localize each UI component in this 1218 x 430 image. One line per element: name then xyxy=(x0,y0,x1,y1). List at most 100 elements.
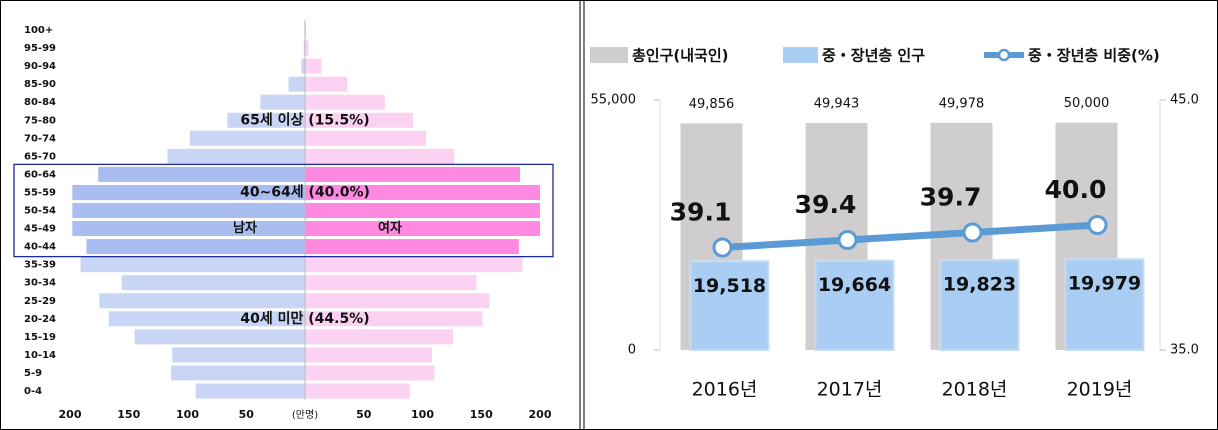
legend-swatch xyxy=(997,48,1011,62)
bar xyxy=(305,257,523,273)
bar xyxy=(305,94,385,110)
annotation: 65세 이상 (15.5%) xyxy=(240,111,369,128)
y-tick-label: 85-90 xyxy=(24,79,56,90)
x-tick-label: 2016년 xyxy=(692,379,758,401)
bar xyxy=(134,329,305,345)
bar xyxy=(305,184,540,200)
y-tick-label: 10-14 xyxy=(24,350,56,361)
x-tick-label: 2019년 xyxy=(1067,379,1133,401)
y2-tick-label: 35.0 xyxy=(1170,343,1199,358)
bar xyxy=(305,275,477,291)
legend-label: 중・장년층 비중(%) xyxy=(1028,47,1160,65)
legend-swatch xyxy=(783,47,818,63)
bar xyxy=(305,311,483,327)
y-tick-label: 100+ xyxy=(24,25,53,36)
annotation: 40~64세 (40.0%) xyxy=(240,184,370,200)
x-tick-label: 50 xyxy=(239,408,255,421)
y-tick-label: 50-54 xyxy=(24,206,56,217)
bar xyxy=(305,383,410,399)
bar xyxy=(305,40,309,56)
data-label: 50,000 xyxy=(1064,96,1110,111)
data-label: 19,979 xyxy=(1068,273,1141,295)
y-tick-label: 5-9 xyxy=(24,368,42,379)
bar xyxy=(305,329,454,345)
y-tick-label: 40-44 xyxy=(24,242,56,253)
data-label: 39.7 xyxy=(920,183,982,212)
x-tick-label: 200 xyxy=(529,408,552,421)
bar xyxy=(305,293,490,309)
x-tick-label: 100 xyxy=(411,408,434,421)
bar xyxy=(172,347,305,363)
line-point xyxy=(1087,215,1108,235)
bar xyxy=(305,203,540,218)
bar xyxy=(80,257,305,273)
data-label: 49,856 xyxy=(689,97,735,112)
bar xyxy=(72,221,305,237)
bar xyxy=(689,260,770,352)
y-tick-label: 95-99 xyxy=(24,43,56,54)
data-label: 49,978 xyxy=(939,96,985,111)
bar xyxy=(1064,258,1145,352)
y-tick-label: 60-64 xyxy=(24,169,56,180)
bar xyxy=(99,293,305,309)
y-tick-label: 15-19 xyxy=(24,332,56,343)
y-tick-label: 30-34 xyxy=(24,278,56,289)
line-point xyxy=(837,230,858,250)
highlight-box xyxy=(13,163,554,258)
bar xyxy=(305,221,540,237)
bar xyxy=(305,76,348,92)
bar xyxy=(171,365,305,381)
y-tick-label: 70-74 xyxy=(24,133,56,144)
y-tick-label: 55,000 xyxy=(591,93,637,108)
y-tick-label: 0 xyxy=(628,343,636,358)
legend-label: 총인구(내국인) xyxy=(632,47,729,65)
y-tick-label: 80-84 xyxy=(24,97,56,108)
bar xyxy=(86,239,305,255)
bar xyxy=(305,365,435,381)
bar xyxy=(305,148,455,164)
bar xyxy=(305,347,432,363)
y2-tick-label: 45.0 xyxy=(1170,93,1199,108)
bar xyxy=(301,58,305,74)
line-point xyxy=(712,237,733,258)
bar xyxy=(939,258,1020,351)
series-label: 여자 xyxy=(378,220,402,236)
data-label: 39.4 xyxy=(795,190,857,219)
data-label: 19,518 xyxy=(693,275,766,297)
y-tick-label: 65-70 xyxy=(24,151,56,162)
bar xyxy=(108,311,306,327)
data-label: 49,943 xyxy=(814,96,860,111)
bar xyxy=(121,275,305,291)
x-tick-label: 50 xyxy=(356,408,372,421)
data-label: 19,664 xyxy=(818,274,891,296)
bar xyxy=(288,76,305,92)
bar xyxy=(189,130,305,146)
bar xyxy=(305,22,307,38)
bar xyxy=(305,130,427,146)
bar xyxy=(227,112,305,128)
x-tick-label: 200 xyxy=(59,408,82,421)
bar xyxy=(167,148,305,164)
y-tick-label: 45-49 xyxy=(24,224,56,235)
y-tick-label: 35-39 xyxy=(24,260,56,271)
x-tick-label: (만명) xyxy=(292,409,318,421)
bar xyxy=(72,203,305,218)
bar xyxy=(305,166,521,182)
annotation: 40세 미만 (44.5%) xyxy=(240,311,369,327)
series-label: 남자 xyxy=(233,220,257,236)
line-point xyxy=(962,222,983,243)
y-tick-label: 20-24 xyxy=(24,314,56,325)
bar xyxy=(305,112,414,128)
bar xyxy=(303,40,305,56)
bar xyxy=(98,166,305,182)
data-label: 40.0 xyxy=(1045,175,1107,204)
legend-swatch xyxy=(590,47,628,63)
bar xyxy=(260,94,305,110)
x-tick-label: 2018년 xyxy=(942,379,1008,401)
x-tick-label: 150 xyxy=(470,408,493,421)
bar xyxy=(305,58,322,74)
y-tick-label: 90-94 xyxy=(24,61,56,72)
y-tick-label: 55-59 xyxy=(24,187,56,198)
bar xyxy=(195,383,305,399)
